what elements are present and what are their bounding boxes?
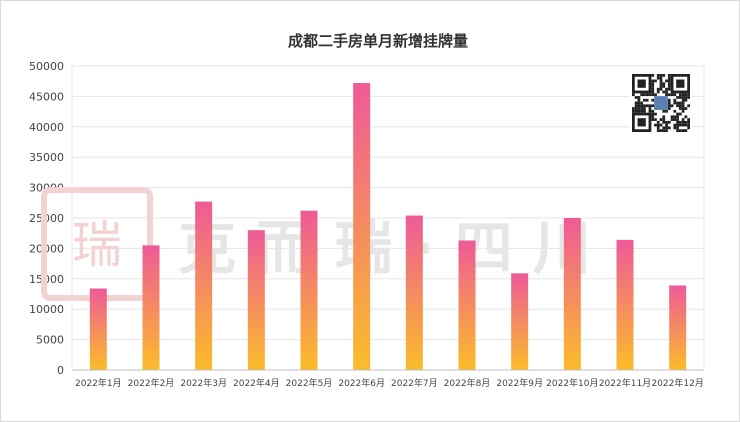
watermark-brand-text: 克 而 瑞 · 四 川	[178, 214, 591, 282]
bar	[300, 210, 318, 370]
x-tick-label: 2022年7月	[391, 377, 438, 389]
x-tick-label: 2022年11月	[599, 377, 651, 389]
qr-code-icon	[630, 72, 692, 134]
bar	[458, 240, 476, 370]
x-axis-ticks: 2022年1月 2022年2月 2022年3月 2022年4月 2022年5月 2022年…	[75, 377, 704, 389]
x-tick-label: 2022年12月	[651, 377, 703, 389]
bar	[616, 239, 634, 370]
bar	[89, 288, 107, 370]
bar	[247, 230, 265, 370]
x-tick-label: 2022年6月	[338, 377, 385, 389]
bar	[563, 218, 581, 370]
x-tick-label: 2022年2月	[128, 377, 175, 389]
y-tick-label: 40000	[29, 121, 64, 134]
watermark-seal-text: 瑞	[72, 216, 122, 274]
x-tick-label: 2022年9月	[496, 377, 543, 389]
y-tick-label: 10000	[29, 303, 64, 316]
bar	[511, 273, 529, 370]
x-tick-label: 2022年5月	[286, 377, 333, 389]
bar	[669, 285, 687, 370]
y-tick-label: 5000	[36, 334, 64, 347]
bar	[353, 83, 371, 371]
bar	[195, 201, 213, 370]
watermark: 瑞 克 而 瑞 · 四 川	[41, 187, 591, 301]
chart-title: 成都二手房单月新增挂牌量	[288, 32, 468, 50]
y-tick-label: 45000	[29, 90, 64, 103]
x-tick-label: 2022年8月	[444, 377, 491, 389]
x-tick-label: 2022年3月	[180, 377, 227, 389]
x-tick-label: 2022年10月	[546, 377, 598, 389]
y-tick-label: 35000	[29, 151, 64, 164]
y-tick-label: 50000	[29, 60, 64, 73]
bar	[405, 215, 423, 370]
y-tick-label: 0	[57, 364, 64, 377]
bars	[89, 83, 687, 371]
x-tick-label: 2022年1月	[75, 377, 122, 389]
bar	[142, 245, 160, 370]
x-tick-label: 2022年4月	[233, 377, 280, 389]
